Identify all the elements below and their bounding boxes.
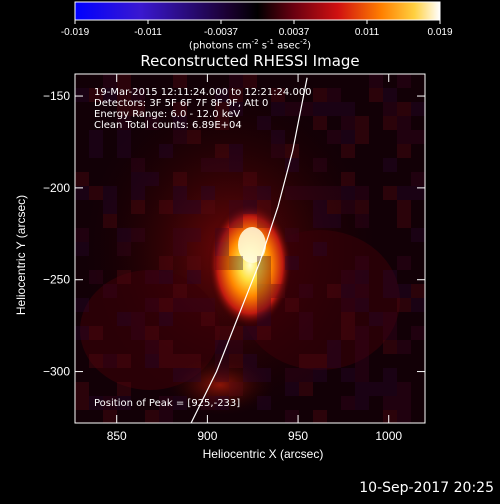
colorbar-units: (photons cm-2 s-1 asec-2) bbox=[188, 38, 312, 52]
colorbar-ticks: -0.019 -0.011 -0.0037 0.0037 0.011 0.019 bbox=[61, 20, 453, 38]
timestamp: 10-Sep-2017 20:25 bbox=[359, 480, 494, 496]
plot-title: Reconstructed RHESSI Image bbox=[140, 52, 360, 70]
colorbar-tick-label: 0.0037 bbox=[279, 27, 310, 38]
colorbar-tick-label: -0.019 bbox=[61, 27, 90, 38]
x-axis-label: Heliocentric X (arcsec) bbox=[203, 447, 324, 461]
x-tick-label: 1000 bbox=[375, 429, 402, 443]
solar-image bbox=[75, 74, 425, 423]
flare-source bbox=[208, 203, 292, 327]
y-tick-label: −150 bbox=[43, 89, 70, 103]
y-tick-label: −250 bbox=[43, 273, 70, 287]
info-time-range: 19-Mar-2015 12:11:24.000 to 12:21:24.000 bbox=[94, 87, 312, 98]
colorbar-tick-label: 0.019 bbox=[427, 27, 452, 38]
flare-peak bbox=[238, 227, 266, 263]
colorbar-tick-label: 0.011 bbox=[355, 27, 380, 38]
solar-limb-line bbox=[190, 77, 308, 423]
info-detectors: Detectors: 3F 5F 6F 7F 8F 9F, Att 0 bbox=[94, 98, 269, 109]
colorbar bbox=[75, 2, 440, 20]
info-energy-range: Energy Range: 6.0 - 12.0 keV bbox=[94, 109, 241, 120]
y-tick-label: −200 bbox=[43, 181, 70, 195]
colorbar-tick-label: -0.011 bbox=[134, 27, 162, 38]
x-tick-label: 950 bbox=[288, 429, 308, 443]
x-tick-label: 850 bbox=[107, 429, 127, 443]
colorbar-frame bbox=[74, 1, 441, 21]
plot-frame bbox=[74, 73, 426, 424]
peak-position-label: Position of Peak = [925,-233] bbox=[94, 398, 241, 409]
observation-info: 19-Mar-2015 12:11:24.000 to 12:21:24.000… bbox=[94, 87, 312, 131]
info-total-counts: Clean Total counts: 6.89E+04 bbox=[94, 120, 242, 131]
y-axis-label: Heliocentric Y (arcsec) bbox=[14, 195, 28, 315]
colorbar-tick-label: -0.0037 bbox=[204, 27, 238, 38]
y-tick-label: −300 bbox=[43, 365, 70, 379]
x-tick-label: 900 bbox=[197, 429, 217, 443]
axis-ticks: 850 900 950 1000 −150 −200 −250 −300 bbox=[43, 74, 425, 443]
